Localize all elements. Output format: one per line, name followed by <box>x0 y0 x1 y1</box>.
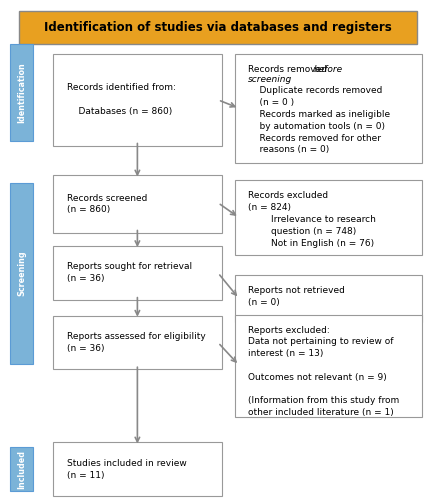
Text: before: before <box>313 64 343 74</box>
Text: Records screened
(n = 860): Records screened (n = 860) <box>67 194 148 214</box>
Text: Screening: Screening <box>17 251 26 296</box>
Text: Records identified from:

    Databases (n = 860): Records identified from: Databases (n = … <box>67 84 176 116</box>
FancyBboxPatch shape <box>52 176 222 233</box>
Text: screening: screening <box>248 76 292 84</box>
Text: :: : <box>287 76 290 84</box>
Text: Reports assessed for eligibility
(n = 36): Reports assessed for eligibility (n = 36… <box>67 332 206 353</box>
Text: Records removed: Records removed <box>248 64 329 74</box>
Text: Reports sought for retrieval
(n = 36): Reports sought for retrieval (n = 36) <box>67 262 193 283</box>
FancyBboxPatch shape <box>19 12 417 44</box>
Text: Identification of studies via databases and registers: Identification of studies via databases … <box>44 20 392 34</box>
FancyBboxPatch shape <box>10 448 34 491</box>
Text: Studies included in review
(n = 11): Studies included in review (n = 11) <box>67 459 187 479</box>
Text: Records excluded
(n = 824)
        Irrelevance to research
        question (n =: Records excluded (n = 824) Irrelevance t… <box>248 192 375 248</box>
FancyBboxPatch shape <box>10 183 34 364</box>
FancyBboxPatch shape <box>52 316 222 370</box>
FancyBboxPatch shape <box>52 246 222 300</box>
Text: Duplicate records removed
    (n = 0 )
    Records marked as ineligible
    by a: Duplicate records removed (n = 0 ) Recor… <box>248 86 390 154</box>
FancyBboxPatch shape <box>52 442 222 496</box>
Text: Reports excluded:
Data not pertaining to review of
interest (n = 13)

Outcomes n: Reports excluded: Data not pertaining to… <box>248 326 399 417</box>
FancyBboxPatch shape <box>10 44 34 140</box>
Text: Reports not retrieved
(n = 0): Reports not retrieved (n = 0) <box>248 286 344 306</box>
Text: Identification: Identification <box>17 62 26 122</box>
FancyBboxPatch shape <box>235 314 422 416</box>
FancyBboxPatch shape <box>52 54 222 146</box>
Text: Included: Included <box>17 450 26 489</box>
FancyBboxPatch shape <box>235 275 422 322</box>
FancyBboxPatch shape <box>235 180 422 255</box>
FancyBboxPatch shape <box>235 54 422 163</box>
